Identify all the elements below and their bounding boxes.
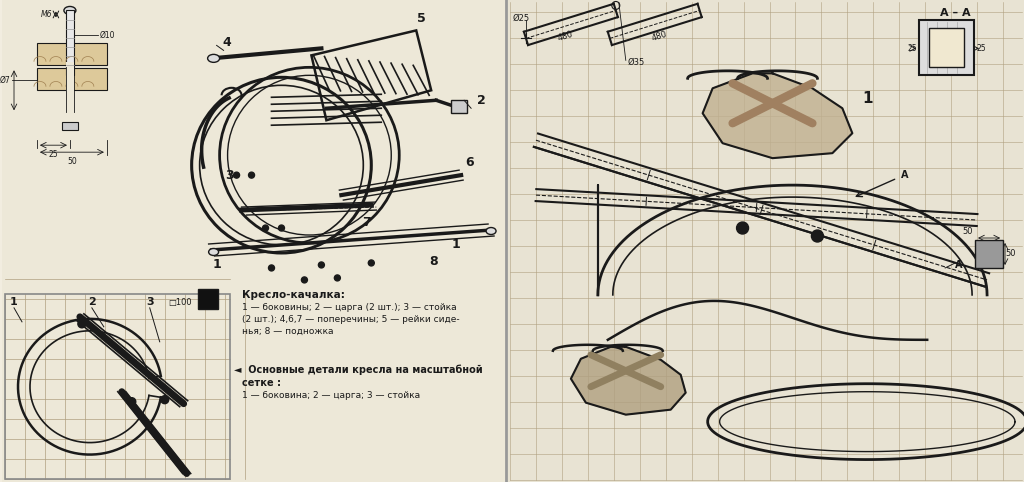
Text: 3: 3 bbox=[146, 297, 154, 307]
Text: Кресло-качалка:: Кресло-качалка: bbox=[242, 290, 344, 300]
Bar bbox=[452, 100, 467, 113]
Text: ◄  Основные детали кресла на масштабной: ◄ Основные детали кресла на масштабной bbox=[233, 365, 482, 375]
Bar bbox=[66, 62, 74, 112]
Text: сетке :: сетке : bbox=[242, 378, 281, 388]
Text: 1: 1 bbox=[212, 258, 221, 271]
Bar bbox=[66, 11, 74, 75]
Circle shape bbox=[335, 275, 340, 281]
Text: нья; 8 — подножка: нья; 8 — подножка bbox=[242, 327, 333, 336]
Circle shape bbox=[811, 230, 823, 242]
Text: А: А bbox=[955, 260, 963, 270]
Text: 8: 8 bbox=[429, 255, 437, 268]
Text: Ø7: Ø7 bbox=[0, 76, 10, 85]
Bar bbox=[5, 294, 229, 479]
Polygon shape bbox=[571, 347, 686, 415]
Text: □100: □100 bbox=[168, 298, 191, 307]
Bar bbox=[929, 28, 965, 67]
Ellipse shape bbox=[209, 249, 218, 255]
Text: А: А bbox=[901, 170, 908, 180]
Text: Ø35: Ø35 bbox=[628, 58, 645, 67]
Text: 50: 50 bbox=[1005, 250, 1016, 258]
Text: М6: М6 bbox=[40, 10, 52, 19]
Text: 7: 7 bbox=[361, 215, 371, 228]
Text: 1: 1 bbox=[452, 239, 461, 252]
Circle shape bbox=[233, 172, 240, 178]
Bar bbox=[2, 0, 506, 482]
Text: 1 — боковины; 2 — царга (2 шт.); 3 — стойка: 1 — боковины; 2 — царга (2 шт.); 3 — сто… bbox=[242, 303, 456, 312]
Text: 25: 25 bbox=[48, 150, 57, 159]
Circle shape bbox=[161, 396, 169, 404]
Text: 480: 480 bbox=[651, 30, 669, 43]
Circle shape bbox=[262, 225, 268, 231]
Bar bbox=[37, 43, 106, 66]
Ellipse shape bbox=[208, 54, 219, 62]
Circle shape bbox=[279, 225, 285, 231]
Text: 480: 480 bbox=[557, 30, 574, 43]
Text: 50: 50 bbox=[963, 227, 973, 236]
Circle shape bbox=[369, 260, 375, 266]
Circle shape bbox=[736, 222, 749, 234]
Text: 1 — боковина; 2 — царга; 3 — стойка: 1 — боковина; 2 — царга; 3 — стойка bbox=[242, 391, 420, 400]
Circle shape bbox=[268, 265, 274, 271]
Text: А – А: А – А bbox=[940, 9, 971, 18]
Text: 5: 5 bbox=[417, 12, 426, 25]
Circle shape bbox=[301, 277, 307, 283]
Circle shape bbox=[249, 172, 255, 178]
Bar bbox=[975, 240, 1004, 268]
Text: 4: 4 bbox=[222, 36, 231, 49]
Text: 2: 2 bbox=[88, 297, 95, 307]
Circle shape bbox=[128, 398, 136, 406]
Circle shape bbox=[78, 320, 86, 328]
Text: 1: 1 bbox=[862, 91, 872, 106]
Bar bbox=[61, 122, 78, 130]
Text: 1: 1 bbox=[10, 297, 17, 307]
Text: 25: 25 bbox=[907, 44, 918, 53]
Text: 2: 2 bbox=[477, 94, 485, 107]
Text: 6: 6 bbox=[465, 156, 473, 169]
Bar bbox=[198, 289, 218, 309]
Text: 3: 3 bbox=[225, 169, 233, 182]
Bar bbox=[508, 0, 1024, 482]
Circle shape bbox=[318, 262, 325, 268]
Text: Ø25: Ø25 bbox=[513, 14, 530, 23]
Text: 50: 50 bbox=[67, 157, 77, 166]
Text: Ø10: Ø10 bbox=[99, 31, 116, 40]
Ellipse shape bbox=[63, 6, 76, 14]
Bar bbox=[920, 20, 974, 75]
Polygon shape bbox=[702, 73, 852, 158]
Text: (2 шт.); 4,6,7 — поперечины; 5 — рейки сиде-: (2 шт.); 4,6,7 — поперечины; 5 — рейки с… bbox=[242, 315, 459, 324]
Text: 25: 25 bbox=[976, 44, 986, 53]
Ellipse shape bbox=[486, 228, 496, 235]
Bar bbox=[37, 68, 106, 90]
